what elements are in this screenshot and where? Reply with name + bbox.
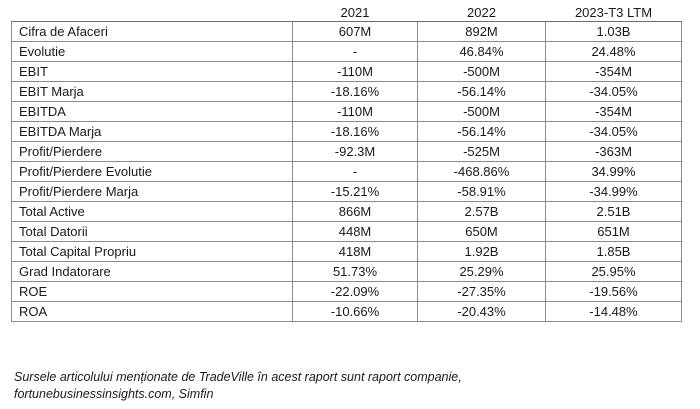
- footnote-line: fortunebusinessinsights.com, Simfin: [14, 387, 214, 401]
- row-label: Total Active: [11, 201, 293, 222]
- value-cell: 1.03B: [545, 21, 682, 42]
- value-cell: -20.43%: [417, 301, 546, 322]
- value-cell: -18.16%: [292, 121, 418, 142]
- row-label: Total Capital Propriu: [11, 241, 293, 262]
- value-cell: -500M: [417, 101, 546, 122]
- value-cell: -34.05%: [545, 81, 682, 102]
- table-row: Total Datorii 448M 650M 651M: [11, 221, 682, 242]
- value-cell: -354M: [545, 101, 682, 122]
- value-cell: -27.35%: [417, 281, 546, 302]
- table-row: EBIT Marja -18.16% -56.14% -34.05%: [11, 81, 682, 102]
- value-cell: 34.99%: [545, 161, 682, 182]
- row-label: ROE: [11, 281, 293, 302]
- table-row: ROE -22.09% -27.35% -19.56%: [11, 281, 682, 302]
- value-cell: 651M: [545, 221, 682, 242]
- table-row: Total Capital Propriu 418M 1.92B 1.85B: [11, 241, 682, 262]
- value-cell: -58.91%: [417, 181, 546, 202]
- column-header: 2021: [292, 3, 418, 22]
- value-cell: -: [292, 161, 418, 182]
- value-cell: 892M: [417, 21, 546, 42]
- value-cell: 2.57B: [417, 201, 546, 222]
- value-cell: 24.48%: [545, 41, 682, 62]
- row-label: Cifra de Afaceri: [11, 21, 293, 42]
- value-cell: -110M: [292, 61, 418, 82]
- header-label-cell: [11, 3, 293, 22]
- financial-table: 2021 2022 2023-T3 LTM Cifra de Afaceri 60…: [11, 3, 682, 322]
- table-row: Profit/Pierdere Evolutie - -468.86% 34.99%: [11, 161, 682, 182]
- row-label: Grad Indatorare: [11, 261, 293, 282]
- value-cell: 46.84%: [417, 41, 546, 62]
- value-cell: 25.29%: [417, 261, 546, 282]
- row-label: ROA: [11, 301, 293, 322]
- value-cell: -525M: [417, 141, 546, 162]
- table-row: EBITDA -110M -500M -354M: [11, 101, 682, 122]
- value-cell: 607M: [292, 21, 418, 42]
- value-cell: -110M: [292, 101, 418, 122]
- table-row: ROA -10.66% -20.43% -14.48%: [11, 301, 682, 322]
- row-label: Profit/Pierdere Marja: [11, 181, 293, 202]
- value-cell: -18.16%: [292, 81, 418, 102]
- value-cell: -92.3M: [292, 141, 418, 162]
- footnote-line: Sursele articolului menționate de TradeV…: [14, 370, 462, 384]
- financial-table-container: 2021 2022 2023-T3 LTM Cifra de Afaceri 60…: [11, 3, 682, 322]
- value-cell: 2.51B: [545, 201, 682, 222]
- column-header: 2022: [417, 3, 546, 22]
- value-cell: 25.95%: [545, 261, 682, 282]
- table-row: EBITDA Marja -18.16% -56.14% -34.05%: [11, 121, 682, 142]
- value-cell: -500M: [417, 61, 546, 82]
- table-row: Cifra de Afaceri 607M 892M 1.03B: [11, 21, 682, 42]
- row-label: EBITDA Marja: [11, 121, 293, 142]
- value-cell: -14.48%: [545, 301, 682, 322]
- table-row: Profit/Pierdere Marja -15.21% -58.91% -34.9…: [11, 181, 682, 202]
- row-label: EBIT: [11, 61, 293, 82]
- row-label: Profit/Pierdere Evolutie: [11, 161, 293, 182]
- row-label: Profit/Pierdere: [11, 141, 293, 162]
- value-cell: -468.86%: [417, 161, 546, 182]
- value-cell: -10.66%: [292, 301, 418, 322]
- value-cell: -34.05%: [545, 121, 682, 142]
- value-cell: 866M: [292, 201, 418, 222]
- value-cell: -15.21%: [292, 181, 418, 202]
- value-cell: -354M: [545, 61, 682, 82]
- table-header: 2021 2022 2023-T3 LTM: [11, 3, 682, 22]
- value-cell: 51.73%: [292, 261, 418, 282]
- row-label: EBITDA: [11, 101, 293, 122]
- value-cell: -19.56%: [545, 281, 682, 302]
- table-row: Evolutie -46.84% 24.48%: [11, 41, 682, 62]
- column-header: 2023-T3 LTM: [545, 3, 682, 22]
- value-cell: 418M: [292, 241, 418, 262]
- table-row: Profit/Pierdere -92.3M -525M -363M: [11, 141, 682, 162]
- source-footnote: Sursele articolului menționate de TradeV…: [14, 369, 694, 403]
- row-label: Total Datorii: [11, 221, 293, 242]
- table-row: Grad Indatorare 51.73% 25.29% 25.95%: [11, 261, 682, 282]
- header-row: 2021 2022 2023-T3 LTM: [11, 3, 682, 22]
- row-label: Evolutie: [11, 41, 293, 62]
- table-row: Total Active 866M 2.57B 2.51B: [11, 201, 682, 222]
- value-cell: 1.92B: [417, 241, 546, 262]
- value-cell: -: [292, 41, 418, 62]
- row-label: EBIT Marja: [11, 81, 293, 102]
- table-body: Cifra de Afaceri 607M 892M 1.03B Evolutie -46…: [11, 21, 682, 322]
- table-row: EBIT -110M -500M -354M: [11, 61, 682, 82]
- value-cell: -34.99%: [545, 181, 682, 202]
- value-cell: -56.14%: [417, 121, 546, 142]
- value-cell: 448M: [292, 221, 418, 242]
- value-cell: 1.85B: [545, 241, 682, 262]
- value-cell: -363M: [545, 141, 682, 162]
- value-cell: -56.14%: [417, 81, 546, 102]
- value-cell: -22.09%: [292, 281, 418, 302]
- value-cell: 650M: [417, 221, 546, 242]
